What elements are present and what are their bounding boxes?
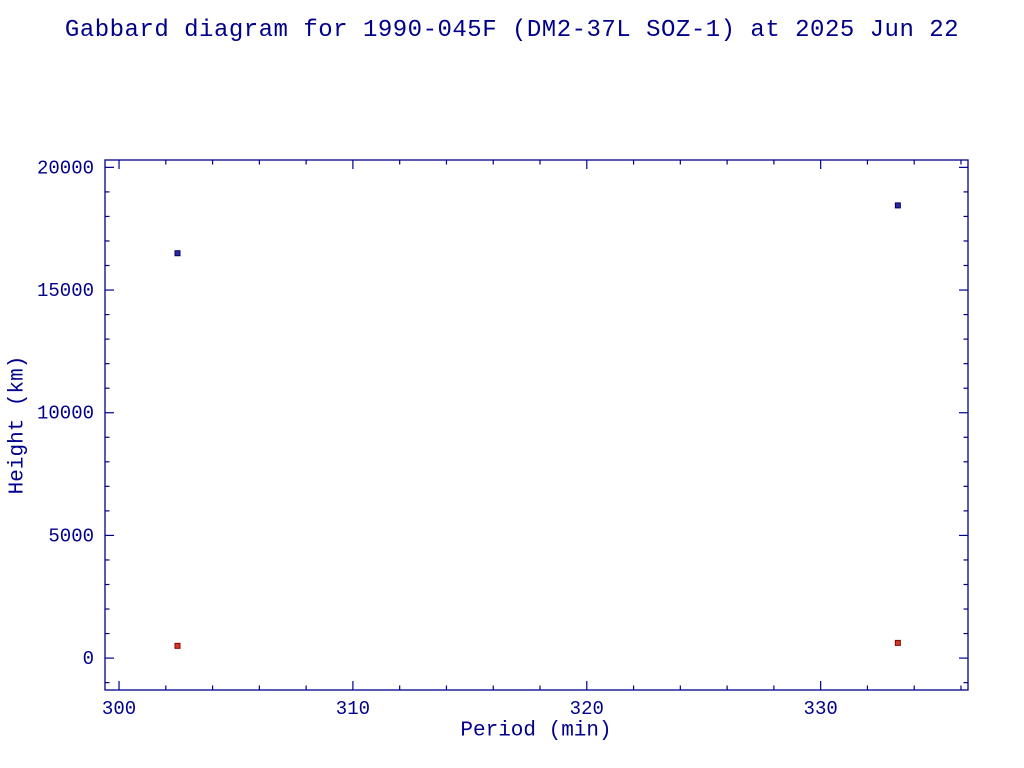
chart-title: Gabbard diagram for 1990-045F (DM2-37L S… xyxy=(64,17,960,44)
data-point-apogee-height xyxy=(174,250,181,257)
x-tick-label: 320 xyxy=(570,698,604,720)
x-tick-label: 310 xyxy=(336,698,370,720)
y-tick-label: 0 xyxy=(83,648,94,670)
x-tick-label: 300 xyxy=(102,698,136,720)
x-axis-label: Period (min) xyxy=(460,719,612,743)
y-tick-label: 15000 xyxy=(37,280,94,302)
y-tick-label: 20000 xyxy=(37,157,94,179)
data-point-apogee-height xyxy=(894,202,901,209)
x-tick-label: 330 xyxy=(804,698,838,720)
data-point-perigee-height xyxy=(174,642,181,649)
y-tick-label: 5000 xyxy=(48,525,94,547)
y-tick-label: 10000 xyxy=(37,403,94,425)
data-point-perigee-height xyxy=(894,639,901,646)
plot-border xyxy=(104,159,969,691)
